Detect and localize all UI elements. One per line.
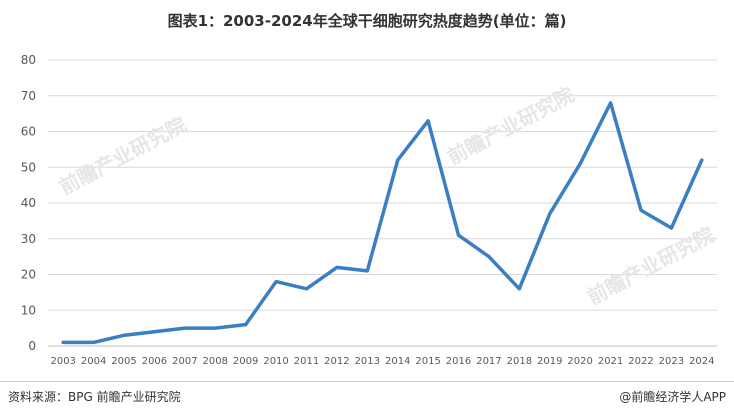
data-point [396, 158, 400, 162]
data-point [669, 226, 673, 230]
data-point [639, 208, 643, 212]
x-tick-label: 2008 [203, 356, 228, 367]
x-tick-label: 2017 [476, 356, 501, 367]
x-tick-label: 2005 [111, 356, 136, 367]
x-tick-label: 2003 [50, 356, 75, 367]
y-tick-label: 0 [28, 339, 36, 353]
y-tick-label: 40 [21, 196, 36, 210]
data-point [304, 287, 308, 291]
brand-text: @前瞻经济学人APP [619, 390, 726, 404]
y-tick-label: 80 [21, 53, 36, 67]
x-tick-label: 2014 [385, 356, 410, 367]
data-point [517, 287, 521, 291]
x-tick-label: 2020 [567, 356, 592, 367]
x-tick-label: 2024 [689, 356, 714, 367]
y-tick-label: 70 [21, 89, 36, 103]
x-tick-label: 2012 [324, 356, 349, 367]
x-tick-label: 2022 [628, 356, 653, 367]
data-point [61, 340, 65, 344]
x-tick-label: 2006 [142, 356, 167, 367]
x-tick-label: 2011 [294, 356, 319, 367]
data-point [578, 162, 582, 166]
x-tick-label: 2021 [598, 356, 623, 367]
x-tick-label: 2015 [415, 356, 440, 367]
data-point [457, 233, 461, 237]
data-point [335, 265, 339, 269]
x-tick-label: 2018 [507, 356, 532, 367]
y-tick-label: 20 [21, 268, 36, 282]
chart-title: 图表1：2003-2024年全球干细胞研究热度趋势(单位：篇) [167, 12, 567, 30]
footer: 资料来源：BPG 前瞻产业研究院 @前瞻经济学人APP [0, 381, 734, 414]
data-point [122, 333, 126, 337]
x-tick-label: 2023 [659, 356, 684, 367]
source-text: 资料来源：BPG 前瞻产业研究院 [8, 390, 181, 404]
y-tick-label: 30 [21, 232, 36, 246]
data-point [244, 323, 248, 327]
y-tick-label: 60 [21, 125, 36, 139]
x-tick-label: 2010 [263, 356, 288, 367]
x-tick-label: 2016 [446, 356, 471, 367]
series-line [61, 101, 704, 345]
data-point [487, 255, 491, 259]
data-point [183, 326, 187, 330]
data-point [365, 269, 369, 273]
x-tick-label: 2007 [172, 356, 197, 367]
data-point [274, 280, 278, 284]
data-point [213, 326, 217, 330]
x-tick-label: 2019 [537, 356, 562, 367]
data-point [152, 330, 156, 334]
y-tick-label: 10 [21, 303, 36, 317]
x-tick-label: 2009 [233, 356, 258, 367]
line-chart: 0 10 20 30 40 50 60 70 80 2003 2004 2005 2006 2007 200… [21, 53, 717, 367]
data-point [92, 340, 96, 344]
x-tick-label: 2013 [355, 356, 380, 367]
data-point [609, 101, 613, 105]
x-tick-label: 2004 [81, 356, 106, 367]
data-point [700, 158, 704, 162]
data-point [426, 119, 430, 123]
data-point [548, 212, 552, 216]
y-tick-label: 50 [21, 160, 36, 174]
